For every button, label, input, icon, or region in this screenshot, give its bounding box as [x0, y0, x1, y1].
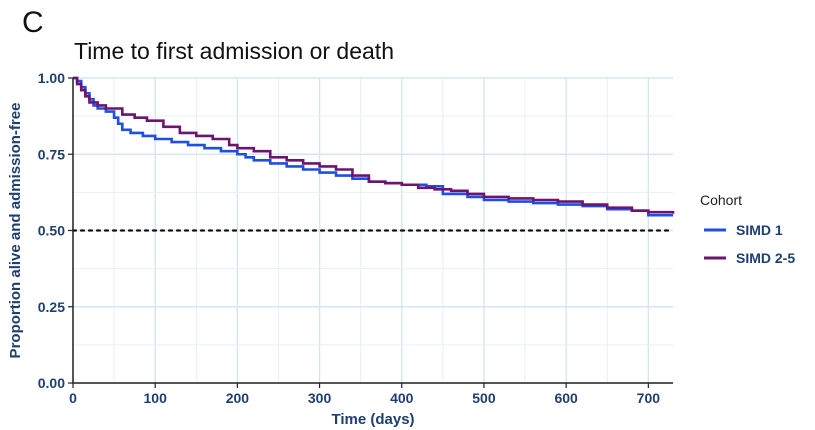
- y-tick-label: 0.00: [38, 375, 65, 391]
- x-tick-label: 400: [390, 390, 414, 406]
- x-axis-title: Time (days): [331, 411, 414, 428]
- y-tick-label: 0.25: [38, 299, 65, 315]
- legend-label-1: SIMD 1: [736, 222, 783, 238]
- series-group: [73, 76, 675, 217]
- y-tick-label: 0.75: [38, 146, 65, 162]
- panel-label: C: [22, 6, 44, 39]
- x-tick-label: 500: [472, 390, 496, 406]
- legend-label-2: SIMD 2-5: [736, 250, 795, 266]
- legend-title: Cohort: [700, 192, 742, 208]
- y-axis-title: Proportion alive and admission-free: [7, 103, 24, 359]
- chart-title: Time to first admission or death: [74, 38, 394, 64]
- tick-labels: 0 100 200 300 400 500 600 700 0.00 0.25 0.50 0.75 1.…: [38, 70, 660, 406]
- series-line-1: [73, 76, 673, 217]
- legend: Cohort SIMD 1 SIMD 2-5: [700, 192, 795, 266]
- y-tick-label: 0.50: [38, 223, 65, 239]
- x-tick-label: 200: [226, 390, 250, 406]
- x-tick-label: 600: [554, 390, 578, 406]
- x-tick-label: 0: [69, 390, 77, 406]
- series-line-2: [73, 76, 675, 214]
- x-tick-label: 100: [144, 390, 168, 406]
- x-tick-label: 300: [308, 390, 332, 406]
- x-tick-label: 700: [637, 390, 661, 406]
- y-tick-label: 1.00: [38, 70, 65, 86]
